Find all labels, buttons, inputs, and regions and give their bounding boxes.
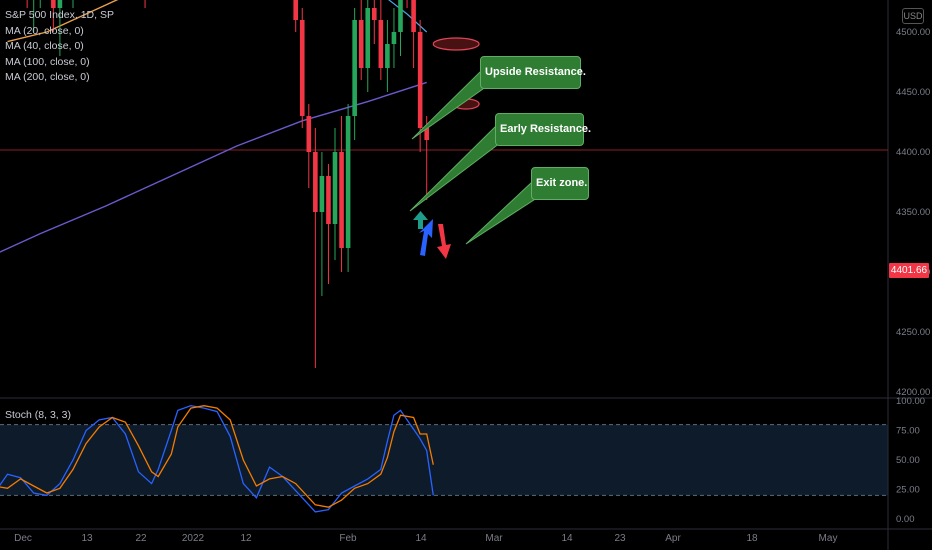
time-tick-label: 13	[81, 533, 93, 544]
candle	[306, 104, 312, 188]
candle-body	[299, 20, 305, 116]
candle-body	[365, 8, 371, 68]
candle-body	[57, 0, 63, 8]
stoch-tick-label: 100.00	[896, 396, 925, 407]
candle	[57, 0, 63, 56]
candle	[385, 20, 390, 92]
time-tick-label: May	[819, 533, 838, 544]
candle-body	[306, 116, 312, 152]
candle-body	[293, 0, 298, 20]
callout-upside-resistance: Upside Resistance.	[480, 56, 586, 89]
candle-body	[339, 152, 344, 248]
time-tick-label: 14	[561, 533, 573, 544]
candle-body	[385, 44, 390, 68]
stoch-tick-label: 0.00	[896, 514, 915, 525]
price-tick-label: 4200.00	[896, 387, 930, 398]
stoch-tick-label: 50.00	[896, 455, 920, 466]
candle-body	[319, 176, 325, 212]
candle	[372, 0, 377, 44]
time-tick-label: Apr	[665, 533, 681, 544]
candle-body	[352, 20, 357, 116]
time-tick-label: 2022	[182, 533, 205, 544]
time-tick-label: 23	[614, 533, 626, 544]
candle-body	[391, 32, 397, 44]
price-tick-label: 4450.00	[896, 87, 930, 98]
candle	[398, 0, 403, 56]
candle	[424, 116, 429, 200]
stoch-label: Stoch (8, 3, 3)	[5, 409, 71, 421]
candle	[332, 128, 338, 260]
candle	[51, 0, 56, 32]
time-tick-label: Mar	[485, 533, 503, 544]
candle-body	[424, 128, 429, 140]
callout-early-resistance: Early Resistance.	[495, 113, 591, 146]
candle-body	[358, 20, 364, 68]
legend-ma200: MA (200, close, 0)	[5, 71, 90, 83]
red-drop-arrow	[437, 224, 451, 259]
candle	[365, 0, 371, 92]
candle	[411, 0, 416, 68]
stochastic-line	[0, 405, 434, 513]
candle	[313, 128, 318, 368]
callout-exit-zone: Exit zone.	[531, 167, 589, 200]
currency-badge[interactable]: USD	[902, 8, 924, 24]
up-arrow-marker	[413, 211, 428, 229]
price-tick-label: 4250.00	[896, 327, 930, 338]
candle-body	[313, 152, 318, 212]
moving-average-line	[7, 0, 119, 43]
candle	[345, 104, 351, 272]
early-resistance-ellipse	[432, 37, 480, 51]
candle	[293, 0, 298, 32]
candle	[378, 0, 384, 80]
stochastic-line	[0, 405, 434, 508]
candle-body	[411, 0, 416, 32]
legend-symbol: S&P 500 Index, 1D, SP	[5, 9, 114, 21]
candle	[358, 0, 364, 80]
candle	[299, 8, 305, 128]
candle	[417, 20, 423, 152]
candle-body	[332, 152, 338, 224]
blue-bounce-arrow	[419, 219, 433, 256]
price-tick-label: 4500.00	[896, 27, 930, 38]
candle	[352, 8, 357, 140]
time-tick-label: 22	[135, 533, 147, 544]
legend-ma40: MA (40, close, 0)	[5, 40, 84, 52]
candle-body	[372, 8, 377, 20]
legend-ma20: MA (20, close, 0)	[5, 24, 84, 37]
stoch-tick-label: 75.00	[896, 426, 920, 437]
candle-body	[378, 20, 384, 68]
candle	[33, 0, 35, 32]
chart-legend: S&P 500 Index, 1D, SP MA (20, close, 0) …	[5, 8, 114, 86]
last-price-tag: 4401.66	[889, 263, 929, 278]
price-tick-label: 4350.00	[896, 207, 930, 218]
candle-body	[345, 116, 351, 248]
price-tick-label: 4400.00	[896, 147, 930, 158]
candle	[319, 152, 325, 296]
stoch-band-fill	[0, 424, 888, 496]
candle	[391, 8, 397, 68]
time-tick-label: Dec	[14, 533, 32, 544]
time-tick-label: 14	[415, 533, 427, 544]
time-tick-label: 12	[240, 533, 252, 544]
candle-body	[326, 176, 331, 224]
candle-body	[398, 0, 403, 32]
time-tick-label: 18	[746, 533, 758, 544]
stoch-tick-label: 25.00	[896, 485, 920, 496]
legend-ma100: MA (100, close, 0)	[5, 55, 90, 68]
time-tick-label: Feb	[339, 533, 357, 544]
candle	[326, 164, 331, 284]
candle-body	[51, 0, 56, 8]
candle-body	[417, 32, 423, 128]
candle	[339, 116, 344, 272]
